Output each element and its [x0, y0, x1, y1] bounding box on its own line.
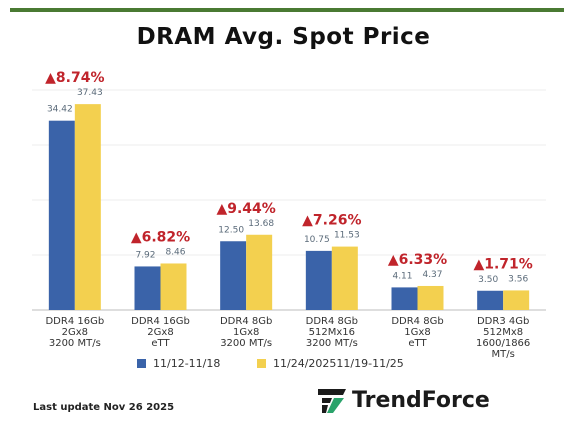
change-percent-label: ▲8.74% [45, 70, 104, 86]
bar-series-2 [74, 104, 101, 310]
category-tick-label: DDR4 8Gb [306, 316, 358, 327]
category-tick-label: 2Gx8 [147, 327, 173, 338]
bar-value-label: 4.37 [422, 270, 442, 280]
trendforce-logo: TrendForce [318, 388, 490, 413]
category-tick-label: 512Mx8 [483, 327, 523, 338]
change-percent-label: ▲7.26% [302, 213, 361, 229]
bar-series-1 [134, 266, 161, 310]
brand-name: TrendForce [352, 388, 490, 413]
bar-value-label: 13.68 [248, 219, 274, 229]
category-tick-label: DDR3 4Gb [477, 316, 529, 327]
bar-value-label: 8.46 [165, 247, 185, 257]
category-tick-label: 2Gx8 [62, 327, 88, 338]
bar-series-2 [417, 285, 444, 310]
legend-label: 11/12-11/18 [153, 357, 220, 370]
category-tick-label: MT/s [492, 349, 515, 360]
bar-series-1 [48, 120, 75, 310]
bar-series-1 [391, 287, 418, 310]
legend-swatch [257, 359, 266, 368]
bar-value-label: 10.75 [304, 235, 330, 245]
category-tick-label: 512Mx16 [309, 327, 355, 338]
category-tick-label: 3200 MT/s [220, 338, 272, 349]
category-tick-label: DDR4 8Gb [391, 316, 443, 327]
bar-value-label: 12.50 [218, 225, 244, 235]
change-percent-label: ▲6.33% [388, 252, 447, 268]
bar-series-2 [331, 246, 358, 310]
trendforce-mark-icon [318, 388, 346, 413]
change-percent-label: ▲1.71% [473, 256, 532, 272]
category-tick-label: DDR4 8Gb [220, 316, 272, 327]
category-tick-label: DDR4 16Gb [131, 316, 190, 327]
bar-series-1 [220, 241, 247, 310]
last-update-text: Last update Nov 26 2025 [33, 402, 175, 413]
change-percent-label: ▲9.44% [216, 201, 275, 217]
bar-value-label: 4.11 [392, 271, 412, 281]
category-tick-label: eTT [408, 338, 427, 349]
chart-title: DRAM Avg. Spot Price [136, 24, 431, 50]
bar-value-label: 37.43 [77, 88, 103, 98]
category-tick-label: eTT [151, 338, 170, 349]
category-tick-label: 1600/1866 [476, 338, 530, 349]
bar-series-1 [477, 290, 504, 310]
bar-series-2 [246, 234, 273, 310]
bar-series-2 [160, 263, 187, 310]
category-tick-label: 1Gx8 [404, 327, 430, 338]
change-percent-label: ▲6.82% [131, 229, 190, 245]
bar-value-label: 34.42 [47, 105, 73, 115]
category-tick-label: DDR4 16Gb [45, 316, 104, 327]
bar-value-label: 7.92 [135, 250, 155, 260]
bar-value-label: 3.50 [478, 275, 498, 285]
bar-value-label: 11.53 [334, 231, 360, 241]
bar-series-1 [305, 250, 332, 310]
category-tick-label: 3200 MT/s [49, 338, 101, 349]
legend-label: 11/24/202511/19-11/25 [273, 357, 404, 370]
legend-swatch [137, 359, 146, 368]
category-tick-label: 1Gx8 [233, 327, 259, 338]
top-accent-bar [10, 8, 564, 12]
bar-series-2 [503, 290, 530, 310]
bar-value-label: 3.56 [508, 274, 528, 284]
category-tick-label: 3200 MT/s [306, 338, 358, 349]
